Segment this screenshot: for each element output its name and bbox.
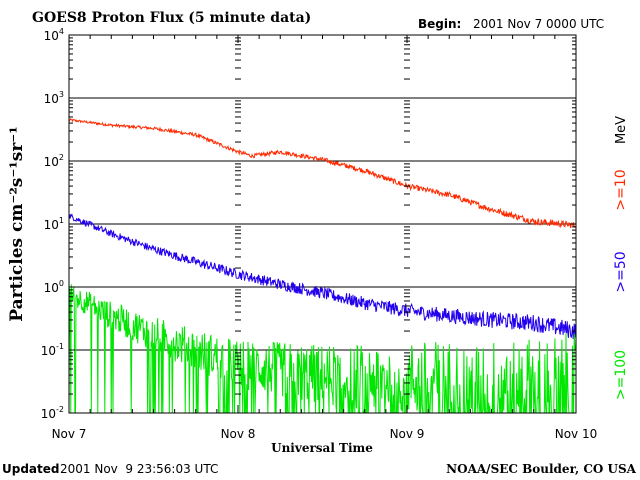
y-tick-label: 102 [44,153,64,169]
y-tick-labels: 10-2 10-1 100 101 102 103 104 [41,27,64,421]
begin-value: 2001 Nov 7 0000 UTC [473,17,604,31]
x-tick-label: Nov 7 [52,427,87,441]
y-tick-label: 103 [44,90,64,106]
y-tick-label: 104 [44,27,64,43]
series-line [68,284,576,415]
x-tick-label: Nov 10 [555,427,598,441]
updated-label: Updated [2,462,60,476]
credit-text: NOAA/SEC Boulder, CO USA [446,462,637,476]
y-tick-label: 101 [44,216,64,232]
begin-label: Begin: [418,17,461,31]
x-tick-labels: Nov 7 Nov 8 Nov 9 Nov 10 [52,427,598,441]
tick-marks [69,35,576,414]
legend: >=10 >=50 >=100 MeV [613,116,629,400]
y-tick-label: 10-2 [41,405,64,421]
y-tick-label: 10-1 [41,342,64,358]
gridlines [69,97,576,351]
y-axis-label: Particles cm⁻²s⁻¹sr⁻¹ [7,126,27,321]
legend-unit: MeV [614,116,629,144]
updated-value: 2001 Nov 9 23:56:03 UTC [60,462,218,476]
chart-title: GOES8 Proton Flux (5 minute data) [32,10,311,26]
legend-entry: >=50 [613,251,629,292]
legend-entry: >=10 [613,169,629,210]
legend-entry: >=100 [613,350,629,400]
series-line [68,118,576,229]
series-layer [68,118,576,415]
series-line [68,213,576,339]
x-axis-label: Universal Time [271,441,373,455]
x-tick-label: Nov 8 [221,427,256,441]
x-tick-label: Nov 9 [390,427,425,441]
y-tick-label: 100 [44,279,64,295]
